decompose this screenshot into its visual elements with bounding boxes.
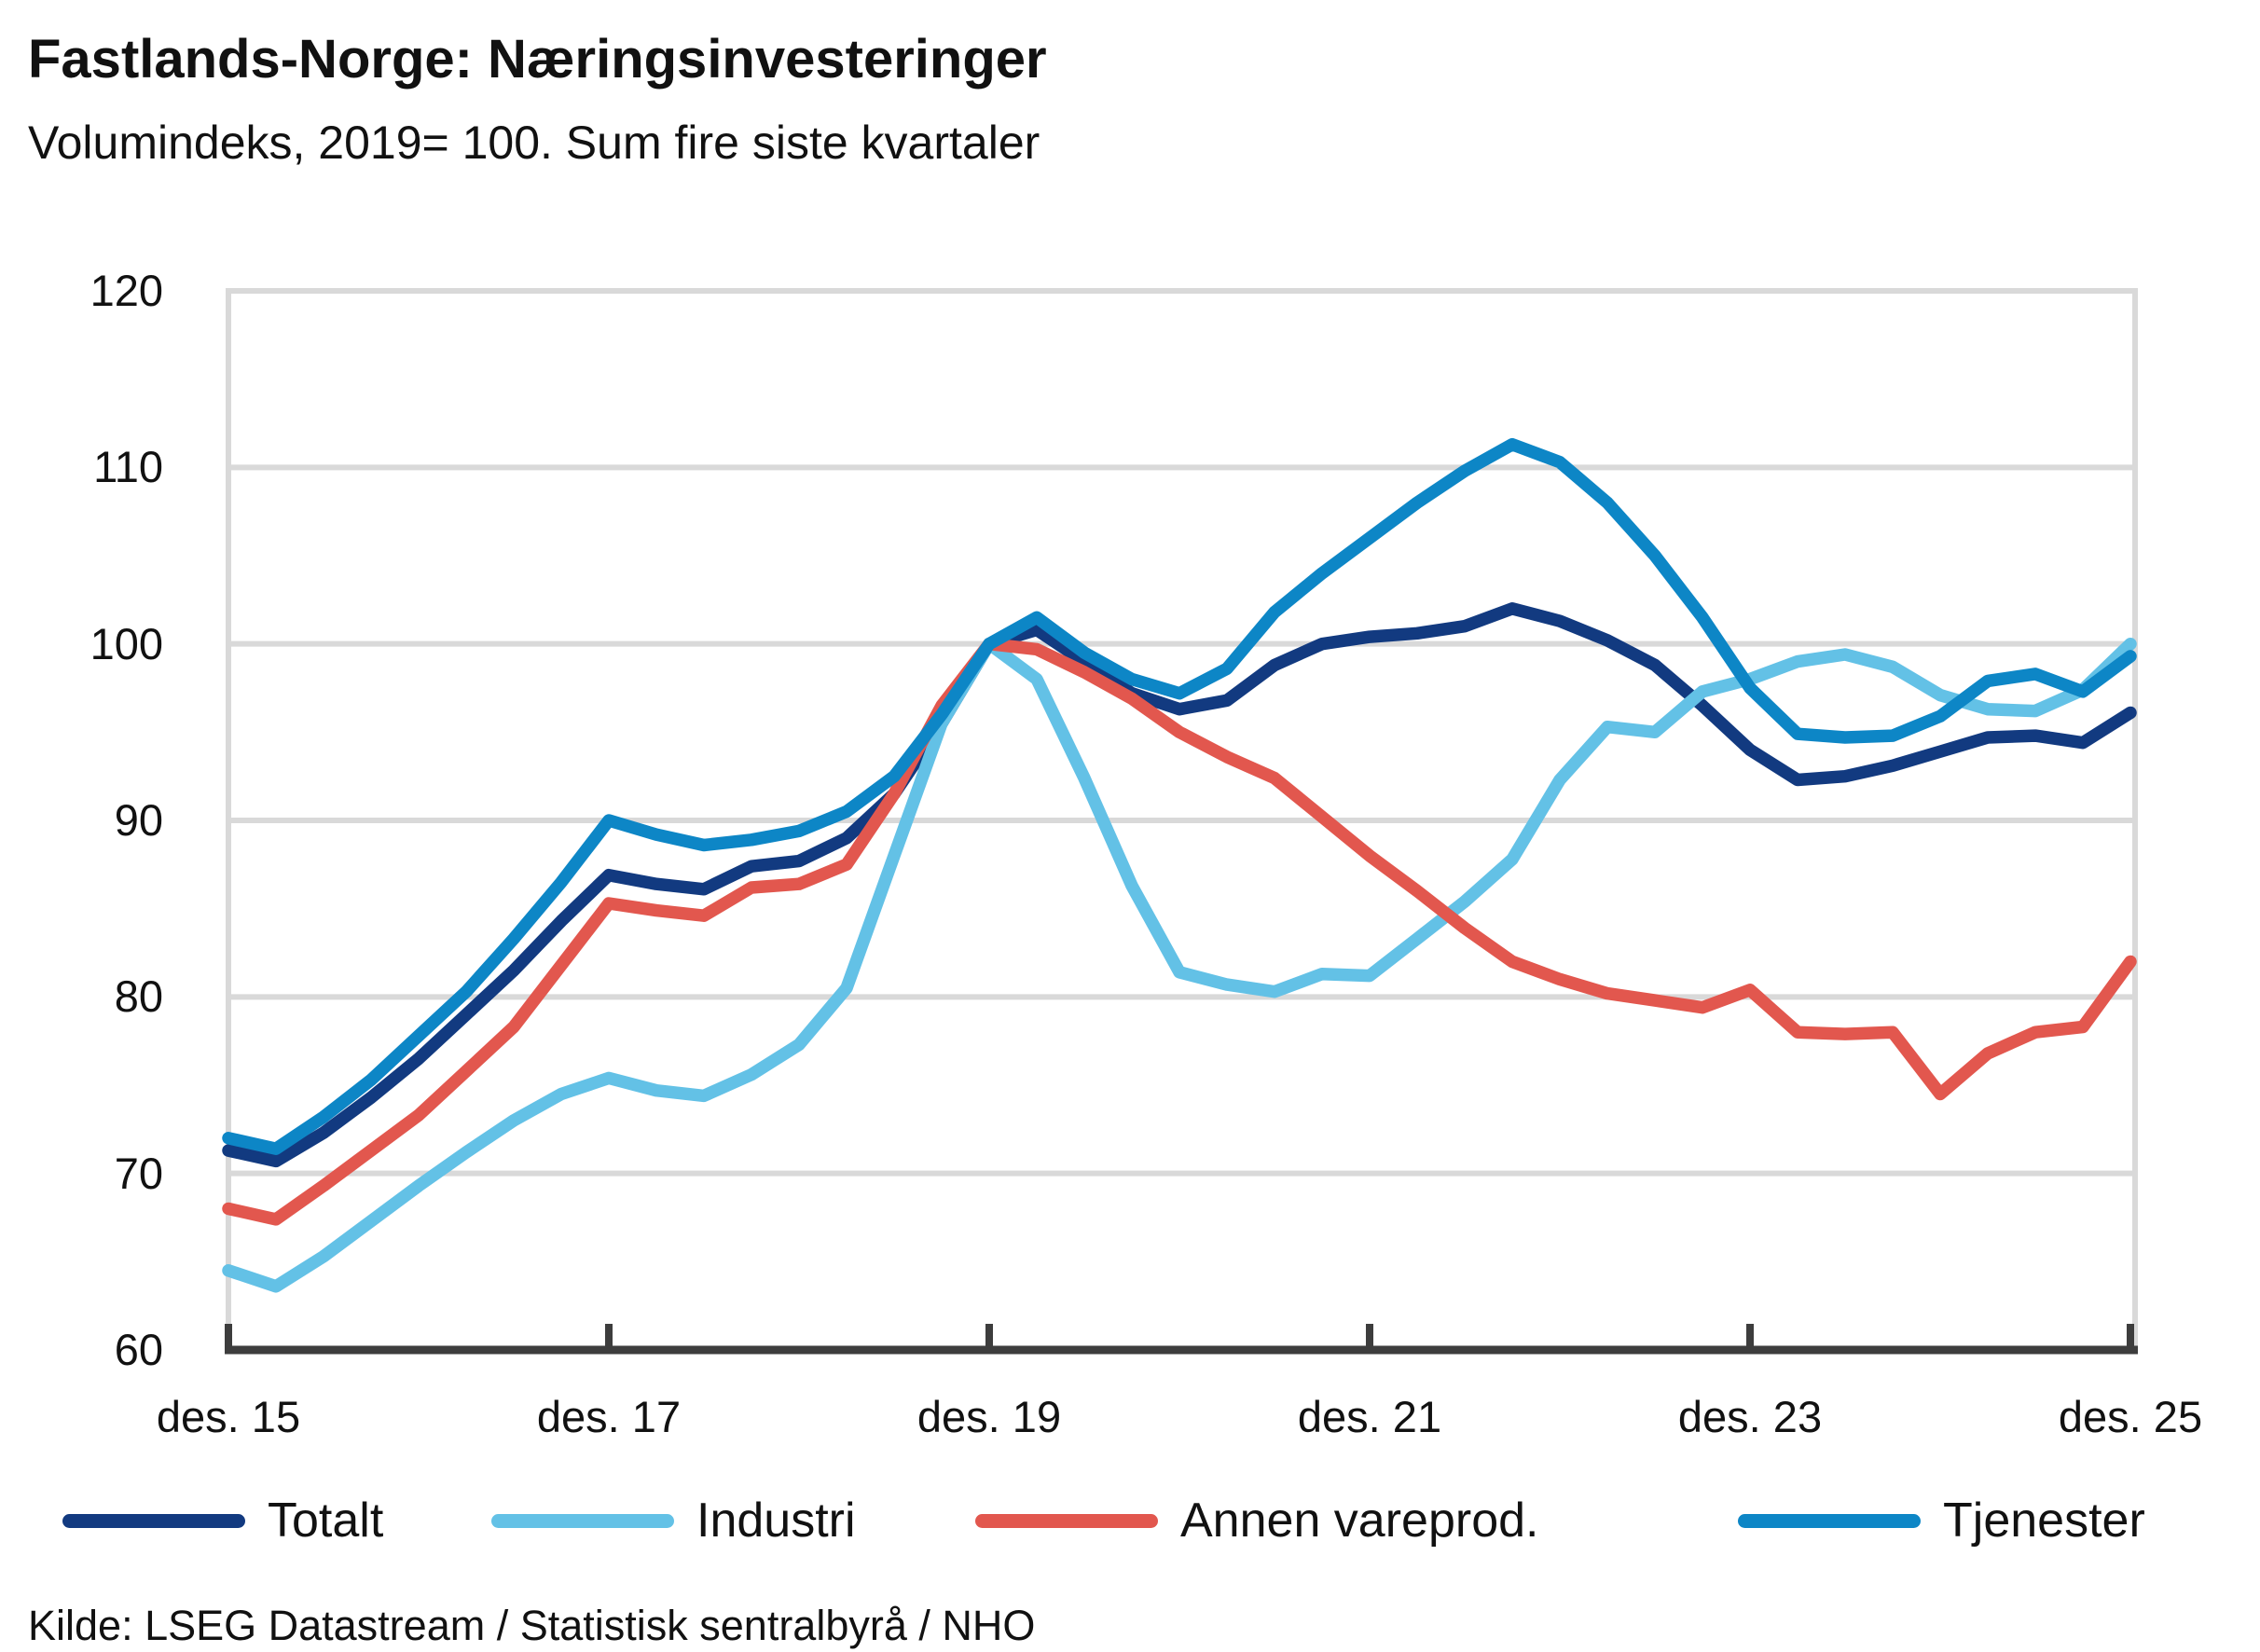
- y-axis-label-100: 100: [90, 618, 163, 668]
- x-axis-label-5: des. 23: [1677, 1392, 1823, 1441]
- series-line-tjenester: [222, 437, 2137, 1155]
- y-axis-label-110: 110: [93, 442, 163, 492]
- x-axis-label-3: des. 19: [916, 1392, 1062, 1441]
- legend-label-tjenester: Tjenester: [1943, 1494, 2145, 1548]
- legend-label-annen_vareprod: Annen vareprod.: [1180, 1494, 1539, 1548]
- legend-swatch-tjenester: [1738, 1513, 1921, 1528]
- series-line-totalt: [222, 602, 2137, 1168]
- y-axis-label-70: 70: [114, 1148, 163, 1198]
- source-note: Kilde: LSEG Datastream / Statistisk sent…: [28, 1602, 1036, 1649]
- y-axis-label-60: 60: [114, 1325, 163, 1374]
- y-axis-label-90: 90: [114, 795, 163, 845]
- x-axis-label-1: des. 15: [156, 1392, 301, 1441]
- y-axis-label-120: 120: [90, 266, 163, 316]
- x-axis-label-6: des. 25: [2058, 1392, 2203, 1441]
- legend-swatch-totalt: [62, 1513, 245, 1528]
- legend-swatch-annen_vareprod: [975, 1513, 1158, 1528]
- x-axis-label-4: des. 21: [1297, 1392, 1442, 1441]
- series-line-annen_vareprod: [222, 637, 2137, 1226]
- legend-item-industri: Industri: [491, 1490, 856, 1551]
- legend-label-totalt: Totalt: [268, 1494, 384, 1548]
- legend-item-annen_vareprod: Annen vareprod.: [975, 1490, 1539, 1551]
- chart-title: Fastlands-Norge: Næringsinvesteringer: [28, 29, 1047, 89]
- legend-item-tjenester: Tjenester: [1738, 1490, 2145, 1551]
- legend-item-totalt: Totalt: [62, 1490, 383, 1551]
- x-axis-label-2: des. 17: [536, 1392, 682, 1441]
- chart-subtitle: Volumindeks, 2019= 100. Sum fire siste k…: [28, 117, 1040, 169]
- legend-label-industri: Industri: [696, 1494, 856, 1548]
- y-axis-label-80: 80: [114, 971, 163, 1022]
- legend-swatch-industri: [491, 1513, 674, 1528]
- series-line-industri: [222, 637, 2137, 1293]
